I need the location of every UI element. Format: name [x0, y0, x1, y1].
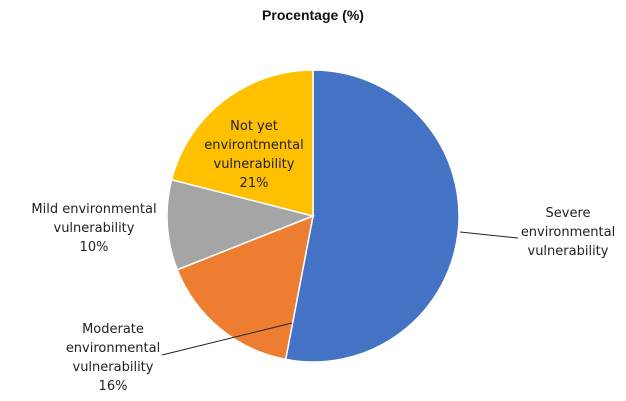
slice-percent-label: 21% [240, 176, 269, 191]
pie-slice [176, 214, 314, 361]
slice-label: Not yet environtmental vulnerability 21% [204, 119, 303, 191]
slice-label-line: vulnerability [54, 221, 135, 236]
slice-label-line: vulnerability [528, 244, 609, 259]
slice-percent-label: 16% [99, 379, 128, 394]
slice-label-line: environmental [66, 341, 160, 356]
pie-slice [166, 178, 316, 271]
slice-label-line: vulnerability [73, 360, 154, 375]
leader-lines [161, 231, 519, 356]
slice-label-line: environmental [521, 225, 615, 240]
slice-label-line: Not yet [230, 119, 278, 134]
slice-label-line: Severe [546, 206, 591, 221]
slice-label-line: Moderate [82, 322, 144, 337]
slice-label: Moderate environmental vulnerability 16% [66, 322, 160, 394]
chart-title: Procentage (%) [262, 7, 364, 23]
slice-label: Mild environmental vulnerability 10% [31, 202, 156, 255]
pie-slice [284, 69, 460, 363]
leader-line [161, 322, 293, 356]
slice-percent-label: 10% [80, 240, 109, 255]
slice-label-line: vulnerability [214, 157, 295, 172]
leader-line [459, 231, 519, 239]
slice-labels: Severe environmental vulnerabilityModerate… [31, 119, 615, 394]
slice-label-line: environtmental [204, 138, 303, 153]
pie-slice [170, 69, 314, 217]
pie-slices [166, 69, 460, 363]
slice-label-line: Mild environmental [31, 202, 156, 217]
slice-label: Severe environmental vulnerability [521, 206, 615, 259]
